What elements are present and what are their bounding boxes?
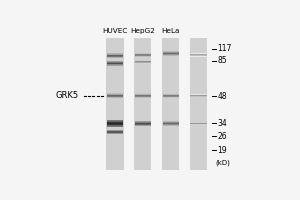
Bar (190, 56, 206, 57)
Bar (107, 130, 123, 131)
Bar (107, 123, 123, 124)
Bar (107, 122, 123, 123)
Bar (190, 123, 206, 124)
Bar (163, 52, 178, 53)
Bar (107, 64, 123, 65)
Bar (190, 96, 206, 97)
Bar (135, 97, 151, 98)
Text: GRK5: GRK5 (55, 91, 78, 100)
Bar (135, 56, 151, 57)
Bar (162, 38, 179, 170)
Text: 19: 19 (218, 146, 227, 155)
Bar (135, 55, 151, 56)
Bar (135, 61, 151, 62)
Bar (163, 53, 178, 54)
Bar (163, 94, 178, 95)
Bar (190, 122, 206, 123)
Bar (107, 124, 123, 125)
Bar (190, 94, 206, 95)
Text: HepG2: HepG2 (130, 28, 155, 34)
Bar (107, 126, 123, 127)
Bar (190, 124, 206, 125)
Text: 34: 34 (218, 119, 227, 128)
Bar (107, 93, 123, 94)
Bar (107, 125, 123, 126)
Bar (163, 125, 178, 126)
Bar (135, 54, 151, 55)
Bar (190, 95, 206, 96)
Bar (163, 121, 178, 122)
Bar (107, 61, 123, 62)
Bar (107, 57, 123, 58)
Bar (107, 62, 123, 63)
Bar (135, 123, 151, 124)
Bar (135, 63, 151, 64)
Bar (107, 133, 123, 134)
Bar (190, 55, 206, 56)
Bar (135, 124, 151, 125)
Bar (163, 124, 178, 125)
Bar (163, 51, 178, 52)
Bar (163, 55, 178, 56)
Bar (135, 60, 151, 61)
Text: HeLa: HeLa (161, 28, 180, 34)
Bar (107, 132, 123, 133)
Text: HUVEC: HUVEC (102, 28, 128, 34)
Bar (107, 95, 123, 96)
Bar (163, 96, 178, 97)
Text: 85: 85 (218, 56, 227, 65)
Bar (190, 54, 206, 55)
Text: 117: 117 (218, 44, 232, 53)
Bar (163, 122, 178, 123)
Bar (107, 120, 123, 121)
Bar (163, 123, 178, 124)
Bar (135, 121, 151, 122)
Bar (107, 54, 123, 55)
Bar (107, 53, 123, 54)
Bar (135, 93, 151, 94)
Bar (107, 121, 123, 122)
Bar (107, 94, 123, 95)
Bar (163, 54, 178, 55)
Bar (106, 38, 124, 170)
Bar (190, 53, 206, 54)
Bar (107, 131, 123, 132)
Bar (190, 38, 207, 170)
Bar (107, 56, 123, 57)
Bar (107, 63, 123, 64)
Bar (135, 96, 151, 97)
Bar (135, 95, 151, 96)
Bar (135, 62, 151, 63)
Text: 48: 48 (218, 92, 227, 101)
Bar (135, 53, 151, 54)
Bar (135, 125, 151, 126)
Text: 26: 26 (218, 132, 227, 141)
Text: (kD): (kD) (215, 159, 230, 166)
Bar (107, 97, 123, 98)
Bar (163, 93, 178, 94)
Bar (135, 94, 151, 95)
Bar (107, 65, 123, 66)
Bar (135, 122, 151, 123)
Bar (134, 38, 152, 170)
Bar (163, 97, 178, 98)
Bar (107, 55, 123, 56)
Bar (163, 95, 178, 96)
Bar (107, 96, 123, 97)
